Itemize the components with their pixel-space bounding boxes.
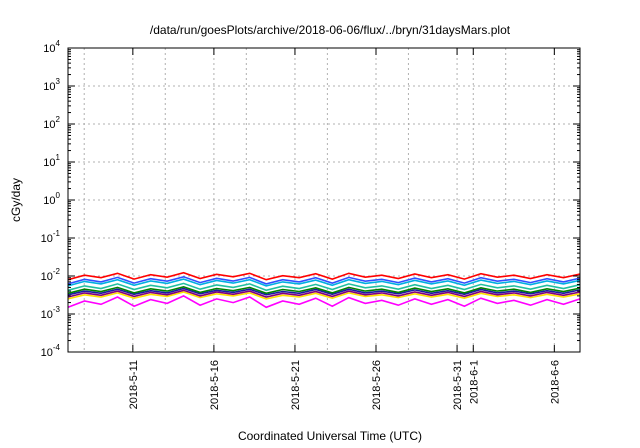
series-line-7 — [67, 278, 581, 287]
series-line-9 — [67, 271, 581, 281]
y-axis-label: cGy/day — [9, 178, 23, 222]
y-tick-label: 10-2 — [41, 267, 61, 283]
y-tick-label: 10-4 — [41, 343, 61, 359]
x-tick-label: 2018-5-21 — [290, 360, 302, 410]
series-line-6 — [67, 282, 581, 292]
x-axis-ticks: 2018-5-11 2018-5-16 2018-5-21 2018-5-26 2018… — [128, 48, 561, 410]
x-tick-label: 2018-6-6 — [549, 360, 561, 404]
x-tick-label: 2018-5-11 — [128, 360, 140, 409]
y-tick-label: 10-3 — [41, 305, 61, 321]
y-tick-label: 10-1 — [41, 229, 61, 245]
y-tick-label: 102 — [43, 115, 60, 131]
y-tick-label: 101 — [43, 153, 60, 169]
x-tick-label: 2018-5-31 — [452, 360, 464, 410]
y-tick-label: 100 — [43, 191, 60, 207]
series-line-8 — [67, 275, 581, 285]
series-group — [67, 271, 581, 309]
x-axis-label: Coordinated Universal Time (UTC) — [238, 429, 422, 443]
x-tick-label: 2018-5-16 — [209, 360, 221, 410]
series-line-1 — [67, 295, 581, 309]
y-axis-ticks: 10-4 10-3 10-2 10-1 100 101 102 103 104 — [41, 39, 580, 359]
series-line-3 — [67, 289, 581, 298]
y-tick-label: 104 — [43, 39, 60, 55]
series-line-2 — [67, 291, 581, 300]
gridlines — [68, 48, 580, 352]
chart-title: /data/run/goesPlots/archive/2018-06-06/f… — [150, 23, 511, 37]
x-tick-label: 2018-6-1 — [468, 360, 480, 404]
x-tick-label: 2018-5-26 — [371, 360, 383, 410]
series-line-5 — [67, 285, 581, 295]
y-tick-label: 103 — [43, 77, 60, 93]
series-line-4 — [67, 287, 581, 296]
